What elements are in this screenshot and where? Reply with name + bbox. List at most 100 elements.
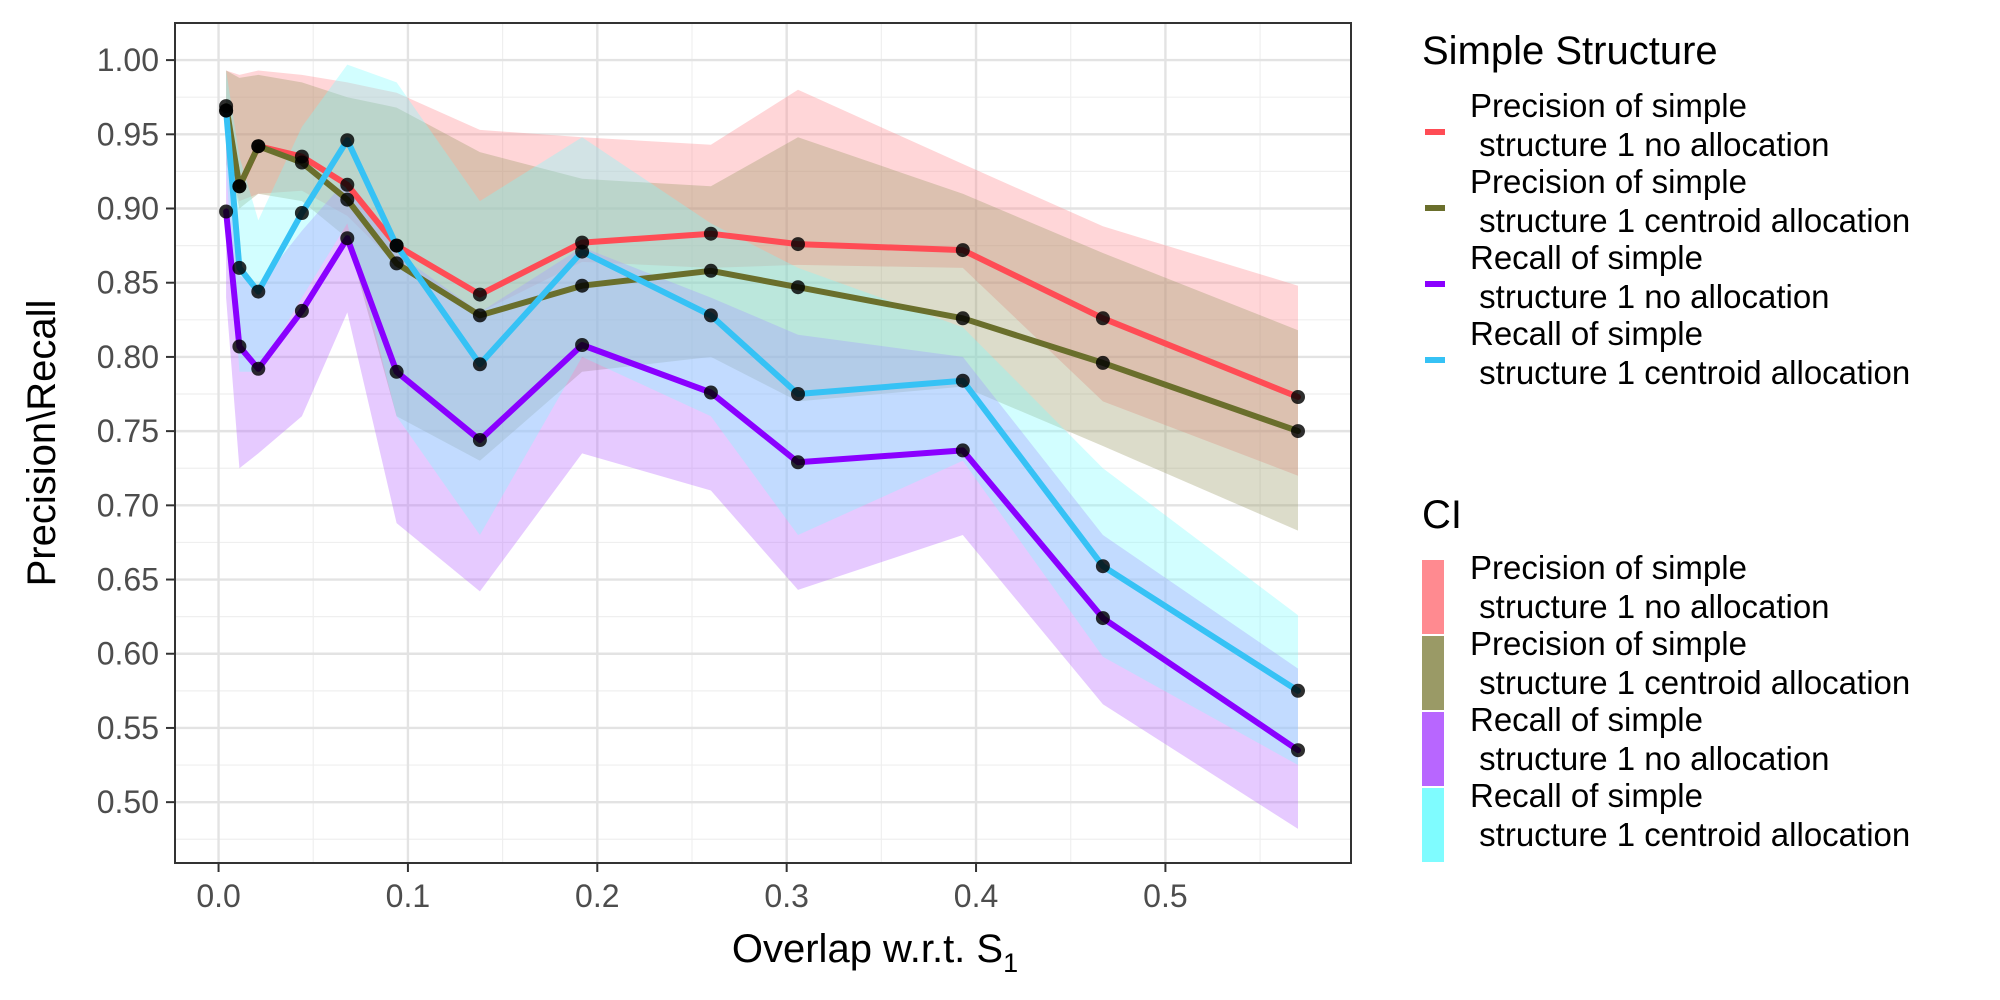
legend-line-label: Recall of simple	[1470, 315, 1703, 352]
grid-major	[175, 23, 1351, 863]
data-point	[219, 204, 234, 219]
data-point	[389, 256, 404, 271]
y-axis-label: Precision\Recall	[20, 300, 64, 587]
y-tick-label: 0.55	[97, 710, 159, 746]
data-point	[340, 192, 355, 207]
data-point	[791, 237, 805, 252]
legend-ci-label: Precision of simple	[1470, 549, 1747, 586]
legend-ci-label: structure 1 no allocation	[1470, 740, 1830, 777]
data-point	[389, 238, 404, 253]
data-point	[791, 280, 805, 295]
data-point	[232, 339, 247, 354]
data-point	[472, 308, 487, 323]
data-point	[294, 155, 309, 170]
data-point	[1095, 611, 1110, 626]
legend-ci-items: Precision of simple structure 1 no alloc…	[1422, 549, 1910, 862]
data-point	[575, 338, 590, 352]
x-tick-label: 0.4	[954, 878, 998, 914]
data-point	[340, 231, 355, 246]
grid-minor	[175, 23, 1351, 863]
data-point	[1291, 424, 1305, 439]
legend-ci-key	[1422, 712, 1444, 786]
legend: Simple Structure Precision of simple str…	[1422, 29, 1910, 862]
data-point	[955, 243, 970, 258]
data-point	[955, 373, 970, 388]
ci-band	[226, 70, 1299, 476]
legend-ci-key	[1422, 788, 1444, 862]
data-point	[955, 311, 970, 326]
data-point	[472, 433, 487, 447]
y-tick-label: 0.85	[97, 265, 159, 301]
legend-ci-label: Recall of simple	[1470, 701, 1703, 738]
x-axis: 0.0 0.1 0.2 0.3 0.4 0.5	[196, 863, 1188, 914]
x-tick-label: 0.1	[386, 878, 430, 914]
data-point	[294, 303, 309, 318]
data-point	[472, 287, 487, 302]
data-point	[472, 357, 487, 372]
x-tick-label: 0.5	[1143, 878, 1187, 914]
x-tick-label: 0.0	[196, 878, 240, 914]
data-point	[232, 179, 247, 194]
x-tick-label: 0.2	[575, 878, 619, 914]
panel-background	[175, 23, 1351, 863]
y-tick-label: 0.95	[97, 116, 159, 152]
data-point	[1291, 390, 1305, 404]
data-point	[251, 361, 266, 376]
data-point	[791, 455, 805, 470]
legend-ci-key	[1422, 560, 1444, 634]
legend-ci-key	[1422, 636, 1444, 710]
legend-ci-label: structure 1 centroid allocation	[1470, 664, 1910, 701]
ci-band	[226, 70, 1299, 531]
data-point	[1095, 311, 1110, 326]
legend-line-label: Precision of simple	[1470, 163, 1747, 200]
legend-line-label: Precision of simple	[1470, 87, 1747, 124]
ci-bands	[226, 64, 1299, 829]
legend-line-label: Recall of simple	[1470, 239, 1703, 276]
x-tick-label: 0.3	[764, 878, 808, 914]
data-point	[1095, 355, 1110, 370]
ci-band	[226, 64, 1299, 766]
data-point	[251, 284, 266, 299]
data-point	[1291, 683, 1305, 698]
data-point	[575, 278, 590, 293]
data-point	[232, 260, 247, 275]
legend-line-label: structure 1 no allocation	[1470, 278, 1830, 315]
legend-ci-label: structure 1 centroid allocation	[1470, 816, 1910, 853]
data-point	[703, 263, 718, 278]
legend-ci-label: Precision of simple	[1470, 625, 1747, 662]
series-points	[219, 99, 1305, 758]
legend-ci-label: structure 1 no allocation	[1470, 588, 1830, 625]
y-tick-label: 1.00	[97, 42, 159, 78]
data-point	[1291, 743, 1305, 758]
y-tick-label: 0.60	[97, 636, 159, 672]
data-point	[219, 103, 234, 118]
legend-line-label: structure 1 centroid allocation	[1470, 202, 1910, 239]
y-tick-label: 0.80	[97, 339, 159, 375]
y-tick-label: 0.90	[97, 191, 159, 227]
data-point	[703, 226, 718, 241]
legend-ci-title: CI	[1422, 493, 1462, 537]
legend-line-label: structure 1 no allocation	[1470, 126, 1830, 163]
y-axis: 0.50 0.55 0.60 0.65 0.70 0.75 0.80 0.85 0.90 0.95…	[97, 42, 175, 820]
legend-line-title: Simple Structure	[1422, 29, 1718, 73]
data-point	[340, 133, 355, 148]
y-tick-label: 0.65	[97, 562, 159, 598]
legend-ci-label: Recall of simple	[1470, 777, 1703, 814]
y-tick-label: 0.50	[97, 784, 159, 820]
legend-line-label: structure 1 centroid allocation	[1470, 354, 1910, 391]
ci-band	[226, 119, 1299, 829]
data-point	[294, 206, 309, 220]
data-point	[791, 387, 805, 401]
y-tick-label: 0.75	[97, 413, 159, 449]
data-point	[1095, 559, 1110, 574]
y-tick-label: 0.70	[97, 487, 159, 523]
data-point	[703, 308, 718, 323]
legend-line-items: Precision of simple structure 1 no alloc…	[1425, 87, 1910, 391]
data-point	[251, 139, 266, 154]
data-point	[575, 244, 590, 259]
data-point	[389, 364, 404, 379]
data-point	[340, 177, 355, 192]
x-axis-label: Overlap w.r.t. S1	[732, 927, 1018, 978]
data-point	[703, 385, 718, 400]
